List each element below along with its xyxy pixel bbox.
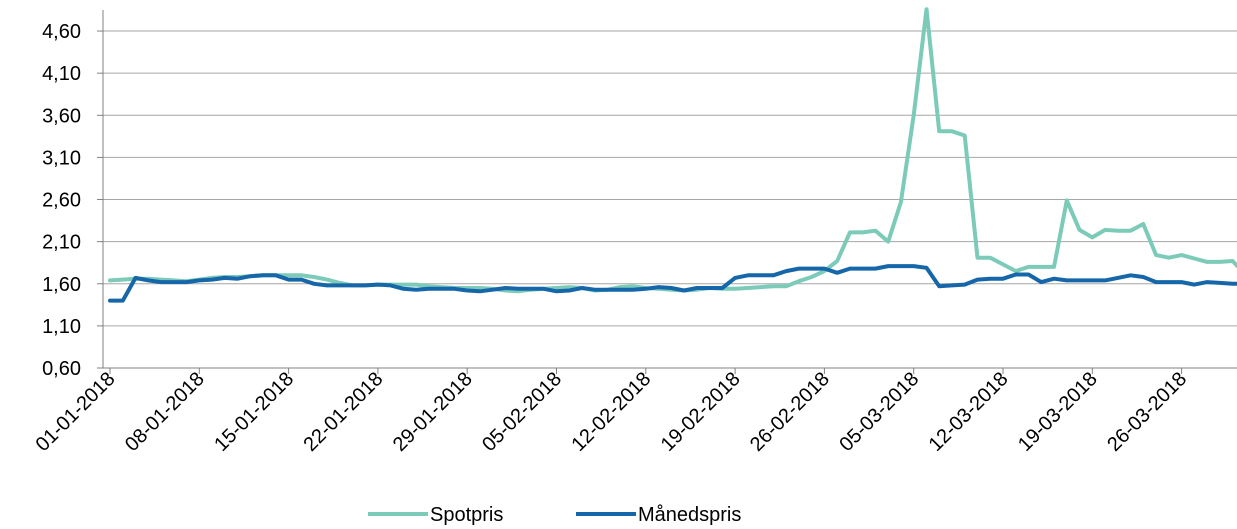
x-tick-label: 29-01-2018 — [389, 368, 477, 456]
y-tick-label: 3,10 — [42, 147, 81, 169]
x-tick-label: 26-02-2018 — [746, 368, 834, 456]
legend-label: Månedspris — [638, 504, 741, 526]
y-tick-label: 0,60 — [42, 358, 81, 380]
legend: Spotpris Månedspris — [368, 504, 741, 526]
y-axis-ticks: 0,60 1,10 1,60 2,10 2,60 3,10 3,60 4,10 4,60 — [42, 21, 103, 380]
series-line-manedspris — [108, 264, 1237, 303]
series-line-spotpris — [108, 7, 1237, 294]
y-tick-label: 1,60 — [42, 274, 81, 296]
x-tick-label: 05-03-2018 — [835, 368, 923, 456]
legend-label: Spotpris — [430, 504, 503, 526]
x-tick-label: 26-03-2018 — [1103, 368, 1191, 456]
y-tick-label: 3,60 — [42, 105, 81, 127]
x-tick-label: 05-02-2018 — [478, 368, 566, 456]
x-tick-label: 12-02-2018 — [567, 368, 655, 456]
x-tick-label: 19-02-2018 — [657, 368, 745, 456]
series-lines — [108, 7, 1237, 303]
x-tick-label: 15-01-2018 — [210, 368, 298, 456]
x-tick-label: 12-03-2018 — [925, 368, 1013, 456]
x-tick-label: 19-03-2018 — [1014, 368, 1102, 456]
x-axis-ticks: 01-01-2018 08-01-2018 15-01-2018 22-01-2018… — [32, 368, 1192, 456]
x-tick-label: 08-01-2018 — [121, 368, 209, 456]
y-tick-label: 2,10 — [42, 232, 81, 254]
y-tick-label: 1,10 — [42, 316, 81, 338]
x-tick-label: 22-01-2018 — [300, 368, 388, 456]
x-tick-label: 01-01-2018 — [32, 368, 120, 456]
gridlines — [103, 30, 1237, 327]
y-tick-label: 2,60 — [42, 190, 81, 212]
y-tick-label: 4,10 — [42, 63, 81, 85]
y-tick-label: 4,60 — [42, 21, 81, 43]
